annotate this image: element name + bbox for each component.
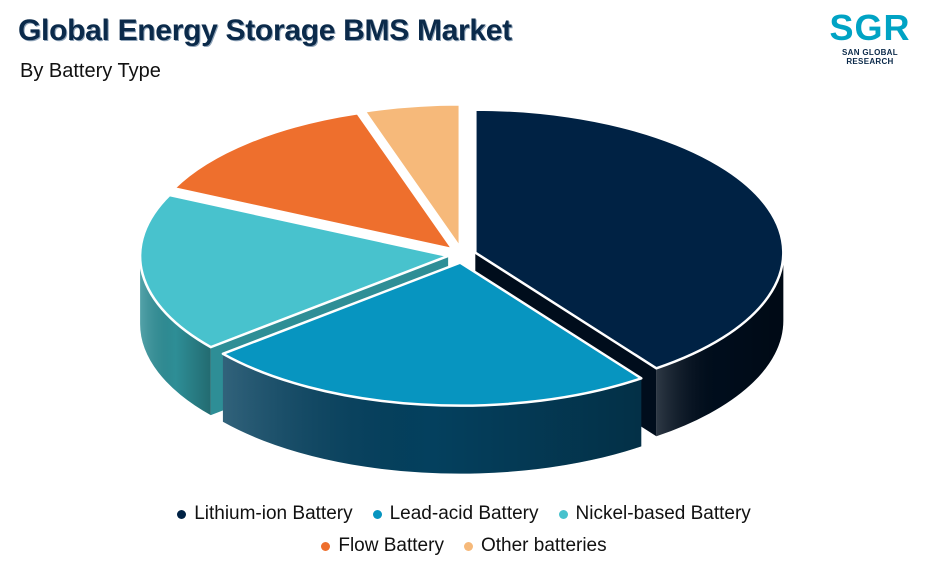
legend-label: Nickel-based Battery: [575, 503, 751, 524]
legend-label: Other batteries: [480, 535, 607, 556]
legend-label: Lead-acid Battery: [389, 503, 539, 524]
legend-item-lead-acid: Lead-acid Battery: [372, 503, 539, 525]
legend-row-1: Lithium-ion Battery Lead-acid Battery Ni…: [0, 498, 928, 530]
pie-slice-nickel-based-battery: [138, 193, 450, 349]
pie-side-shade: [656, 252, 784, 437]
legend-swatch: [321, 541, 331, 551]
chart-subtitle: By Battery Type: [20, 60, 161, 82]
legend-swatch: [177, 509, 187, 519]
pie-side-shade: [222, 353, 642, 474]
legend-item-lithium-ion: Lithium-ion Battery: [177, 503, 353, 525]
sgr-logo: SGR SAN GLOBAL RESEARCH: [818, 6, 922, 66]
logo-text: SGR: [829, 7, 911, 48]
legend-item-nickel-based: Nickel-based Battery: [558, 503, 751, 525]
pie-tops: [138, 103, 785, 407]
legend-swatch: [372, 509, 382, 519]
pie-side-shade: [140, 255, 211, 416]
legend-label: Lithium-ion Battery: [194, 503, 353, 524]
chart-title: Global Energy Storage BMS Market: [18, 14, 512, 47]
pie-slice-other-batteries: [363, 103, 462, 249]
legend-item-flow: Flow Battery: [321, 535, 444, 557]
logo-subtext: SAN GLOBAL RESEARCH: [842, 48, 898, 66]
legend-swatch: [463, 541, 473, 551]
chart-legend: Lithium-ion Battery Lead-acid Battery Ni…: [0, 498, 928, 562]
pie-slice-lead-acid-battery: [221, 261, 643, 407]
legend-label: Flow Battery: [338, 535, 444, 556]
legend-swatch: [558, 509, 568, 519]
legend-item-other: Other batteries: [463, 535, 607, 557]
pie-slice-lithium-ion-battery: [474, 108, 785, 370]
pie-slice-flow-battery: [172, 111, 454, 251]
legend-row-2: Flow Battery Other batteries: [0, 530, 928, 562]
